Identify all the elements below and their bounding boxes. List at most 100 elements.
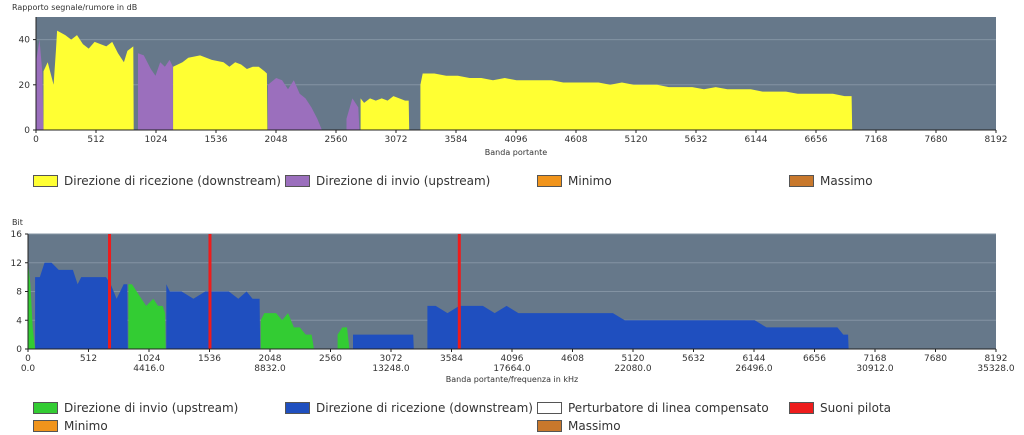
legend-swatch [537, 402, 562, 414]
x-tick-label: 6144 [743, 354, 766, 364]
x-khz-label: 22080.0 [614, 364, 651, 374]
legend-label: Suoni pilota [820, 401, 892, 415]
legend-bits-upstream: Direzione di invio (upstream) [33, 401, 238, 415]
y-tick-label: 8 [16, 288, 22, 298]
legend-label: Massimo [568, 419, 621, 433]
x-tick-label: 5632 [682, 354, 705, 364]
x-tick-label: 7168 [864, 354, 887, 364]
x-tick-label: 7680 [924, 354, 947, 364]
y-tick-label: 0 [16, 345, 22, 355]
series-area [128, 284, 166, 349]
x-tick-label: 2560 [319, 354, 342, 364]
series-area [138, 53, 173, 131]
x-tick-label: 6656 [803, 354, 826, 364]
legend-snr-downstream: Direzione di ricezione (downstream) [33, 174, 281, 188]
series-area [35, 262, 128, 349]
series-area [173, 55, 268, 130]
legend-swatch [537, 175, 562, 187]
x-tick-label: 1536 [198, 354, 221, 364]
x-khz-label: 26496.0 [735, 364, 772, 374]
x-tick-label: 7680 [925, 135, 948, 145]
x-tick-label: 3072 [380, 354, 403, 364]
series-area [166, 284, 261, 349]
series-area [337, 327, 350, 349]
legend-bits-min: Minimo [33, 419, 108, 433]
legend-bits-pilot: Suoni pilota [789, 401, 891, 415]
x-khz-label: 35328.0 [977, 364, 1014, 374]
legend-snr-min: Minimo [537, 174, 612, 188]
x-khz-label: 4416.0 [133, 364, 165, 374]
snr-chart: 0 20 40 0 512 1024 1536 2048 2560 3072 3584 4096 460… [12, 3, 1007, 157]
x-tick-label: 7168 [865, 135, 888, 145]
y-tick-label: 16 [11, 230, 23, 240]
series-area [427, 305, 849, 349]
x-tick-label: 0 [25, 354, 31, 364]
pilot-tone [108, 234, 112, 349]
x-tick-label: 4096 [505, 135, 528, 145]
x-tick-label: 512 [87, 135, 104, 145]
x-tick-label: 8192 [985, 135, 1008, 145]
x-tick-label: 3072 [385, 135, 408, 145]
legend-label: Massimo [820, 174, 873, 188]
series-area [353, 334, 414, 349]
series-area [360, 96, 410, 130]
series-area [36, 39, 44, 130]
x-khz-label: 17664.0 [493, 364, 530, 374]
legend-label: Minimo [64, 419, 108, 433]
y-tick-label: 12 [11, 259, 22, 269]
legend-label: Minimo [568, 174, 612, 188]
x-tick-label: 4608 [561, 354, 584, 364]
x-tick-label: 1024 [145, 135, 168, 145]
x-tick-label: 4608 [565, 135, 588, 145]
x-tick-label: 5632 [685, 135, 708, 145]
legend-swatch [33, 175, 58, 187]
x-khz-label: 0.0 [21, 364, 36, 374]
legend-label: Direzione di ricezione (downstream) [316, 401, 533, 415]
legend-swatch [285, 175, 310, 187]
legend-label: Direzione di invio (upstream) [64, 401, 239, 415]
y-tick-label: 40 [19, 36, 31, 46]
series-area [268, 78, 322, 130]
legend-swatch [789, 402, 814, 414]
series-area [28, 262, 36, 349]
x-tick-label: 512 [80, 354, 97, 364]
x-tick-label: 2560 [325, 135, 348, 145]
x-tick-label: 6656 [805, 135, 828, 145]
x-tick-label: 8192 [985, 354, 1008, 364]
y-tick-label: 0 [24, 126, 30, 136]
legend-snr-upstream: Direzione di invio (upstream) [285, 174, 490, 188]
legend-swatch [537, 420, 562, 432]
x-khz-label: 13248.0 [372, 364, 409, 374]
pilot-tone [457, 234, 461, 349]
series-area [260, 313, 314, 349]
pilot-tone [208, 234, 212, 349]
x-axis-title: Banda portante [485, 148, 547, 157]
x-tick-label: 5120 [625, 135, 648, 145]
x-tick-label: 2048 [265, 135, 288, 145]
legend-bits-max: Massimo [537, 419, 621, 433]
x-tick-label: 2048 [259, 354, 282, 364]
legend-label: Direzione di invio (upstream) [316, 174, 491, 188]
y-axis-title: Rapporto segnale/rumore in dB [12, 3, 137, 12]
x-tick-label: 1024 [138, 354, 161, 364]
x-tick-label: 3584 [445, 135, 468, 145]
bits-chart: 0 4 8 12 16 0 512 1024 1536 2048 2560 3072 3584 4096 4… [11, 218, 1015, 384]
legend-swatch [33, 402, 58, 414]
legend-label: Direzione di ricezione (downstream) [64, 174, 281, 188]
y-tick-label: 4 [16, 316, 22, 326]
y-axis-title: Bit [12, 218, 23, 227]
x-khz-label: 30912.0 [856, 364, 893, 374]
legend-swatch [789, 175, 814, 187]
series-area [420, 73, 853, 130]
x-tick-label: 0 [33, 135, 39, 145]
series-area [43, 30, 134, 131]
legend-snr-max: Massimo [789, 174, 873, 188]
x-tick-label: 1536 [205, 135, 228, 145]
legend-swatch [285, 402, 310, 414]
x-axis-title: Banda portante/frequenza in kHz [446, 375, 578, 384]
x-tick-label: 3584 [440, 354, 463, 364]
series-area [346, 98, 360, 130]
x-tick-label: 6144 [745, 135, 768, 145]
x-tick-label: 4096 [501, 354, 524, 364]
